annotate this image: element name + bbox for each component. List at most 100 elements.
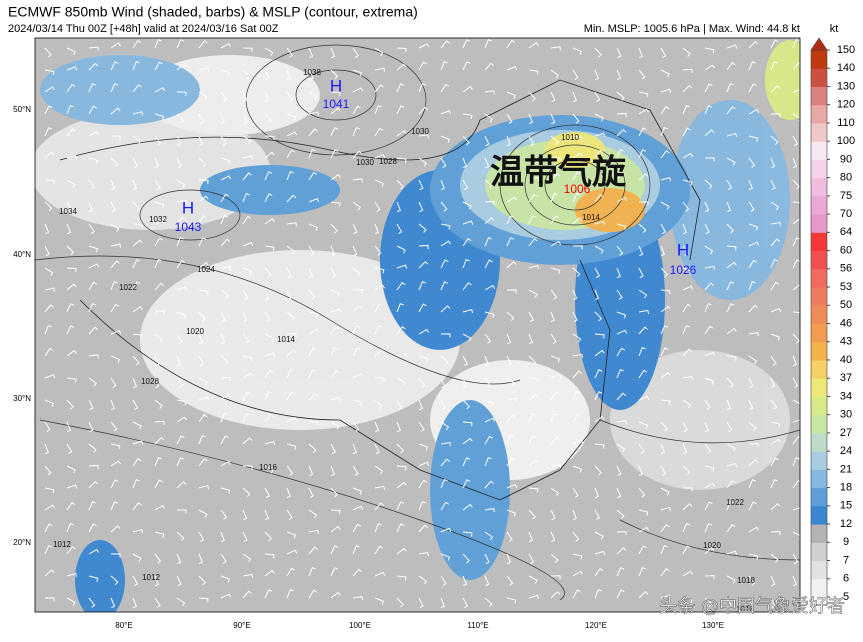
wind-barb	[330, 223, 338, 234]
colorbar-band	[811, 414, 827, 434]
wind-barb	[286, 149, 295, 159]
wind-barb	[506, 179, 517, 186]
wind-barb	[352, 47, 359, 58]
wind-barb	[176, 216, 186, 225]
wind-barb	[154, 457, 162, 467]
wind-barb	[748, 40, 759, 49]
wind-barb	[572, 171, 581, 181]
wind-barb	[550, 575, 561, 580]
wind-barb	[330, 443, 337, 455]
wind-barb	[110, 501, 119, 511]
wind-barb	[506, 39, 516, 49]
wind-barb	[66, 201, 72, 213]
wind-barb	[110, 61, 119, 71]
wind-barb	[110, 355, 120, 363]
wind-barb	[440, 157, 447, 168]
colorbar-label: 5	[843, 591, 849, 603]
wind-barb	[660, 506, 672, 512]
wind-barb	[198, 215, 207, 225]
wind-barb	[88, 480, 99, 489]
wind-barb	[132, 457, 142, 467]
wind-barb	[616, 223, 627, 230]
colorbar-frame	[810, 49, 828, 606]
wind-barb	[286, 509, 293, 520]
wind-barb	[286, 222, 297, 227]
wind-barb	[594, 289, 600, 301]
pressure-center-symbol: H	[330, 76, 342, 95]
pressure-center-symbol: H	[677, 240, 689, 259]
wind-barb	[418, 443, 429, 451]
colorbar-label: 46	[840, 317, 852, 329]
wind-barb	[748, 501, 757, 511]
wind-barb	[660, 371, 671, 379]
wind-barb	[132, 306, 143, 313]
colorbar-band	[811, 378, 827, 397]
map-frame	[34, 37, 801, 613]
lat-label: 30°N	[13, 394, 31, 403]
wind-barb	[726, 201, 732, 213]
wind-barb	[44, 151, 55, 159]
wind-barb	[704, 223, 710, 235]
wind-barb	[110, 597, 116, 609]
wind-barb	[220, 91, 228, 102]
wind-barb	[704, 443, 712, 454]
wind-barb	[660, 399, 671, 405]
wind-barb	[44, 127, 53, 137]
wind-barb	[308, 529, 319, 535]
wind-barb	[572, 267, 581, 278]
wind-barb	[330, 370, 340, 379]
wind-barb	[528, 193, 538, 203]
wind-barb	[462, 61, 471, 71]
wind-barb	[638, 69, 646, 80]
wind-barb	[132, 179, 138, 191]
colorbar-label: 40	[840, 354, 852, 366]
wind-barb	[286, 267, 292, 279]
wind-barb	[242, 192, 250, 203]
wind-barb	[352, 127, 360, 137]
colorbar-label: 56	[840, 263, 852, 275]
wind-barb	[638, 443, 645, 454]
wind-barb	[242, 437, 253, 445]
wind-barb	[594, 220, 606, 226]
wind-barb	[418, 597, 424, 609]
wind-barb	[770, 85, 781, 93]
wind-barb	[220, 460, 232, 467]
wind-barb	[704, 523, 713, 533]
wind-barb	[44, 245, 50, 257]
wind-barb	[748, 304, 758, 313]
wind-barb	[550, 135, 559, 145]
wind-barb	[770, 531, 781, 536]
colorbar-band	[811, 122, 827, 142]
wind-barb	[374, 223, 379, 235]
wind-barb	[792, 456, 800, 467]
wind-barb	[528, 238, 538, 247]
wind-barb	[264, 311, 271, 323]
wind-barb	[528, 176, 540, 181]
wind-barb	[154, 61, 163, 71]
wind-barb	[110, 443, 121, 450]
wind-barb	[506, 311, 515, 322]
wind-barb	[264, 267, 272, 278]
wind-barb	[198, 40, 208, 49]
wind-barb	[616, 171, 625, 181]
wind-barb	[616, 267, 621, 279]
wind-barb	[484, 553, 490, 565]
wind-barb	[770, 281, 780, 291]
wind-barb	[682, 223, 687, 235]
wind-barb	[242, 289, 249, 300]
wind-barb	[220, 193, 229, 203]
wind-barb	[176, 179, 186, 189]
wind-barb	[462, 39, 471, 49]
wind-barb	[550, 391, 559, 401]
wind-barb	[770, 39, 779, 49]
colorbar-band	[811, 341, 827, 361]
wind-barb	[440, 281, 449, 291]
wind-barb	[396, 399, 403, 411]
wind-barb	[176, 399, 187, 406]
wind-barb	[418, 43, 430, 49]
colorbar-label: 30	[840, 409, 852, 421]
wind-barb	[330, 346, 338, 357]
wind-barb	[792, 38, 800, 49]
colorbar-band	[811, 305, 827, 324]
colorbar-label: 150	[837, 44, 855, 56]
